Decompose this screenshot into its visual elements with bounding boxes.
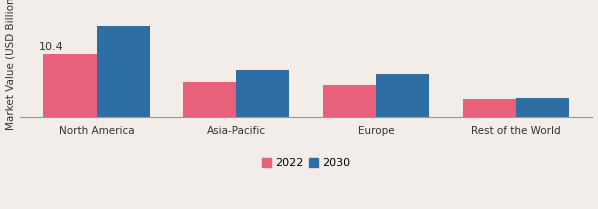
- Y-axis label: Market Value (USD Billion): Market Value (USD Billion): [5, 0, 16, 130]
- Bar: [183, 82, 236, 117]
- Bar: [376, 74, 429, 117]
- Text: 10.4: 10.4: [39, 42, 64, 52]
- Bar: [44, 54, 96, 117]
- Legend: 2022, 2030: 2022, 2030: [257, 154, 355, 173]
- Bar: [96, 26, 150, 117]
- Bar: [236, 70, 289, 117]
- Bar: [515, 98, 569, 117]
- Bar: [462, 99, 515, 117]
- Bar: [323, 85, 376, 117]
